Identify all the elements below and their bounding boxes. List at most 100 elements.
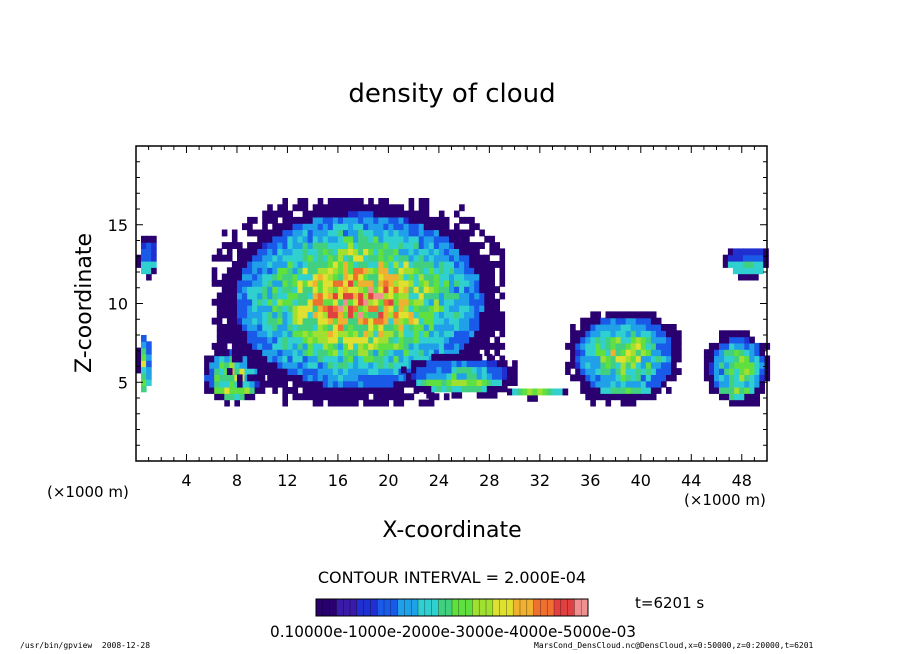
cloud-cell bbox=[211, 267, 218, 275]
cloud-cell bbox=[247, 311, 253, 319]
cloud-cell bbox=[229, 393, 235, 401]
cloud-cell bbox=[378, 349, 384, 357]
x-unit-label-left: (×1000 m) bbox=[47, 483, 129, 501]
cloud-cell bbox=[353, 393, 359, 401]
cloud-cell bbox=[348, 330, 354, 338]
cloud-cell bbox=[590, 380, 596, 388]
cloud-cell bbox=[433, 305, 440, 312]
cloud-cell bbox=[378, 261, 384, 268]
cloud-cell bbox=[287, 336, 293, 344]
cloud-cell bbox=[451, 353, 458, 361]
cloud-cell bbox=[734, 380, 740, 388]
cloud-cell bbox=[734, 387, 740, 394]
cloud-cell bbox=[433, 349, 440, 357]
colorbar-swatch bbox=[513, 599, 521, 616]
cloud-cell bbox=[469, 261, 475, 268]
cloud-cell bbox=[645, 380, 652, 388]
cloud-cell bbox=[292, 254, 299, 262]
cloud-cell bbox=[322, 374, 329, 382]
cloud-cell bbox=[368, 198, 374, 205]
cloud-cell bbox=[512, 372, 518, 380]
cloud-cell bbox=[474, 330, 480, 338]
cloud-cell bbox=[433, 292, 440, 300]
colorbar-swatch bbox=[438, 599, 446, 616]
cloud-cell bbox=[287, 242, 293, 249]
colorbar-swatch bbox=[458, 599, 467, 616]
cloud-cell bbox=[703, 349, 710, 357]
cloud-cell bbox=[337, 355, 344, 363]
cloud-cell bbox=[398, 261, 405, 268]
colorbar-swatch bbox=[581, 599, 589, 616]
cloud-cell bbox=[600, 368, 606, 375]
cloud-cell bbox=[247, 216, 253, 224]
cloud-cell bbox=[267, 254, 273, 262]
cloud-cell bbox=[247, 292, 253, 300]
cloud-cell bbox=[327, 223, 334, 231]
cloud-cell bbox=[476, 385, 483, 393]
cloud-cell bbox=[759, 387, 765, 394]
cloud-cell bbox=[630, 380, 637, 388]
cloud-cell bbox=[358, 311, 364, 319]
cloud-cell bbox=[610, 387, 617, 394]
colorbar-swatch bbox=[520, 599, 528, 616]
cloud-cell bbox=[363, 242, 369, 249]
cloud-cell bbox=[322, 223, 329, 231]
cloud-cell bbox=[247, 361, 253, 369]
cloud-cell bbox=[438, 286, 445, 294]
cloud-cell bbox=[738, 248, 744, 256]
cloud-cell bbox=[666, 336, 672, 344]
cloud-cell bbox=[287, 349, 293, 357]
cloud-cell bbox=[484, 261, 490, 268]
cloud-cell bbox=[469, 286, 475, 294]
cloud-cell bbox=[423, 324, 430, 331]
cloud-cell bbox=[398, 223, 405, 231]
cloud-cell bbox=[322, 261, 329, 268]
cloud-cell bbox=[479, 279, 485, 287]
cloud-cell bbox=[388, 324, 394, 331]
cloud-cell bbox=[146, 242, 152, 249]
cloud-cell bbox=[358, 393, 364, 401]
cloud-cell bbox=[317, 292, 324, 300]
cloud-cell bbox=[449, 317, 455, 325]
cloud-cell bbox=[610, 349, 617, 357]
cloud-cell bbox=[454, 279, 460, 287]
cloud-cell bbox=[348, 286, 354, 294]
cloud-cell bbox=[358, 305, 364, 312]
cloud-cell bbox=[373, 248, 379, 256]
cloud-cell bbox=[292, 380, 299, 388]
cloud-cell bbox=[368, 216, 374, 224]
cloud-cell bbox=[146, 353, 152, 361]
cloud-cell bbox=[383, 204, 389, 212]
cloud-cell bbox=[645, 387, 652, 394]
cloud-cell bbox=[605, 317, 612, 325]
cloud-cell bbox=[242, 324, 248, 331]
cloud-cell bbox=[575, 374, 581, 382]
cloud-cell bbox=[580, 380, 586, 388]
cloud-cell bbox=[262, 330, 268, 338]
cloud-cell bbox=[247, 267, 253, 275]
cloud-cell bbox=[474, 279, 480, 287]
cloud-cell bbox=[226, 317, 233, 325]
cloud-cell bbox=[484, 286, 490, 294]
cloud-cell bbox=[615, 393, 622, 401]
cloud-cell bbox=[449, 229, 455, 237]
cloud-cell bbox=[388, 292, 394, 300]
cloud-cell bbox=[267, 324, 273, 331]
cloud-cell bbox=[625, 355, 632, 363]
cloud-cell bbox=[630, 349, 637, 357]
cloud-cell bbox=[734, 349, 740, 357]
cloud-cell bbox=[292, 235, 299, 243]
cloud-cell bbox=[337, 292, 344, 300]
cloud-cell bbox=[343, 324, 349, 331]
cloud-cell bbox=[312, 216, 319, 224]
cloud-cell bbox=[141, 379, 147, 386]
cloud-cell bbox=[343, 254, 349, 262]
cloud-cell bbox=[282, 380, 288, 388]
cloud-cell bbox=[729, 368, 735, 375]
cloud-cell bbox=[237, 342, 243, 350]
cloud-cell bbox=[307, 261, 314, 268]
cloud-cell bbox=[297, 298, 304, 306]
cloud-cell bbox=[431, 379, 437, 386]
cloud-cell bbox=[337, 317, 344, 325]
cloud-cell bbox=[262, 298, 268, 306]
